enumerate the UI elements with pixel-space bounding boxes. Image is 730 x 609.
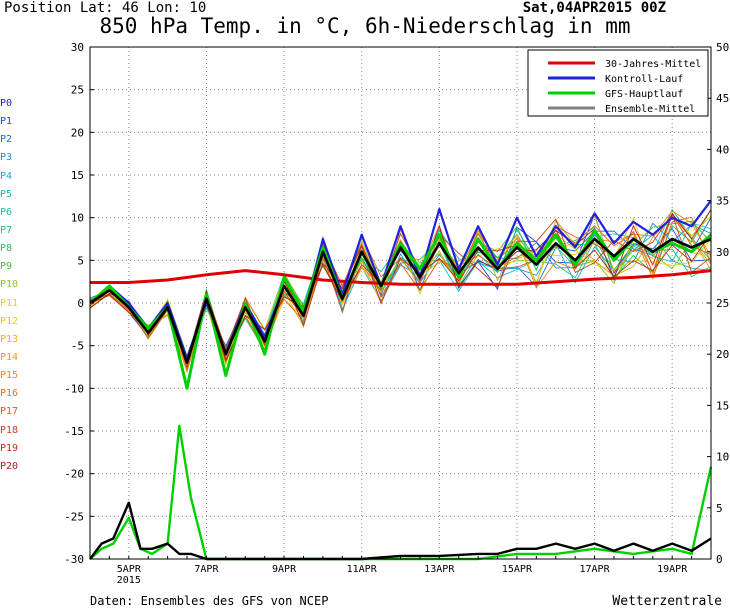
member-label: P19 [0,442,19,454]
y-left-tick-label: -25 [64,510,84,523]
y-left-tick-label: -5 [71,340,84,353]
temp-line [90,269,712,286]
grid [90,46,711,560]
member-label: P20 [0,460,19,472]
x-tick-label: 7APR [194,564,219,575]
member-temp-line [89,220,712,363]
member-label: P12 [0,315,19,327]
y-right-tick-label: 10 [716,451,729,464]
ensemble-members [89,208,712,374]
member-temp-line [89,209,712,366]
legend: 30-Jahres-Mittel Kontroll-Lauf GFS-Hauptla… [527,49,709,117]
plot-frame [89,46,712,560]
y-left-tick-label: 25 [71,84,84,97]
y-left-tick-label: -15 [64,425,84,438]
series [89,199,713,561]
run-date: Sat,04APR2015 00Z [522,0,666,16]
brand-label: Wetterzentrale [612,594,722,609]
temp-line [89,199,712,360]
member-label: P18 [0,424,19,436]
member-temp-line [89,228,712,374]
data-source: Daten: Ensembles des GFS von NCEP [90,594,329,608]
member-label: P1 [0,116,13,128]
y-left-tick-label: 10 [71,212,84,225]
member-label: P0 [0,98,13,109]
x-tick-label: 5APR [117,564,142,575]
member-list: P0 P1 P2 P3 P4 P5 P6 P7 P8 P9 P10 P11 P12 P13 P14 P15 P1… [0,95,30,476]
member-temp-line [89,229,712,359]
member-temp-line [89,217,712,371]
y-right-tick-label: 30 [716,246,729,259]
y-right-tick-label: 40 [716,143,729,156]
member-temp-line [89,212,712,371]
member-temp-line [89,222,712,366]
member-label: P17 [0,406,19,418]
y-left-tick-label: -10 [64,382,84,395]
precip-line [89,424,713,561]
member-label: P2 [0,134,13,146]
y-left-tick-label: 20 [71,126,84,139]
x-year-label: 2015 [117,575,141,586]
member-temp-line [89,210,712,374]
member-label: P7 [0,224,13,236]
member-label: P5 [0,188,13,200]
axes: 302520151050-5-10-15-20-25-3050454035302… [64,41,729,586]
y-right-tick-label: 50 [716,41,729,54]
y-left-tick-label: 0 [77,297,84,310]
legend-box [527,49,709,117]
x-tick-label: 15APR [502,564,533,575]
temp-line [89,229,712,390]
y-right-tick-label: 20 [716,348,729,361]
member-label: P13 [0,333,19,345]
y-left-tick-label: -20 [64,468,84,481]
temp-line [89,237,712,365]
y-right-tick-label: 35 [716,195,729,208]
y-right-tick-label: 25 [716,297,729,310]
x-tick-label: 13APR [424,564,455,575]
y-right-tick-label: 5 [716,502,723,515]
member-temp-line [89,233,712,367]
member-label: P4 [0,170,13,182]
y-left-tick-label: 5 [77,254,84,267]
member-label: P14 [0,351,19,363]
y-right-tick-label: 45 [716,92,729,105]
member-temp-line [89,229,712,374]
x-tick-label: 9APR [272,564,297,575]
member-label: P15 [0,370,19,382]
y-left-tick-label: 30 [71,41,84,54]
member-temp-line [89,213,712,369]
member-temp-line [89,209,712,362]
precip-line [89,501,712,561]
x-tick-label: 17APR [580,564,611,575]
chart-title: 850 hPa Temp. in °C, 6h-Niederschlag in … [99,14,631,38]
member-label: P16 [0,388,19,400]
member-temp-line [89,217,712,373]
legend-label: Ensemble-Mittel [605,104,695,115]
member-temp-line [89,213,712,366]
y-left-tick-label: -30 [64,553,84,566]
y-left-tick-label: 15 [71,169,84,182]
member-label: P9 [0,261,13,273]
member-label: P6 [0,206,13,218]
y-right-tick-label: 0 [716,553,723,566]
member-label: P3 [0,152,13,164]
member-temp-line [89,216,712,363]
member-label: P11 [0,297,19,309]
member-temp-line [89,234,712,369]
x-tick-label: 11APR [347,564,378,575]
legend-label: Kontroll-Lauf [605,74,683,85]
y-right-tick-label: 15 [716,399,729,412]
member-temp-line [89,216,712,367]
member-temp-line [89,222,712,372]
legend-label: 30-Jahres-Mittel [605,59,701,70]
x-tick-label: 19APR [657,564,688,575]
member-temp-line [89,213,712,364]
member-temp-line [89,208,712,357]
member-label: P8 [0,243,13,255]
legend-label: GFS-Hauptlauf [605,89,683,100]
member-label: P10 [0,279,19,291]
position-label: Position Lat: 46 Lon: 10 [4,0,207,16]
